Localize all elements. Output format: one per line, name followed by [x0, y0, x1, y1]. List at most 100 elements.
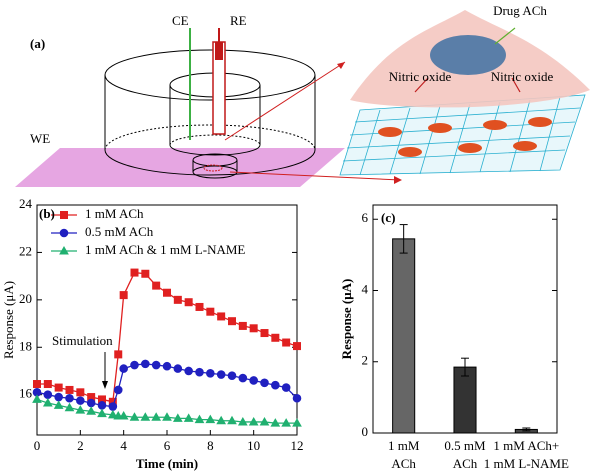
marker: [184, 298, 193, 307]
x-axis-label: Time (min): [136, 456, 198, 471]
marker: [86, 406, 97, 415]
marker: [162, 361, 172, 371]
marker: [237, 416, 248, 426]
x-tick-label: 6: [164, 438, 171, 453]
marker: [108, 402, 118, 411]
marker: [217, 312, 226, 321]
marker: [227, 415, 237, 425]
y-tick-label: 22: [19, 243, 32, 258]
annotation: Stimulation: [52, 333, 113, 348]
arrow-head: [394, 176, 402, 184]
marker: [43, 390, 53, 399]
marker: [172, 413, 183, 422]
bar: [453, 366, 477, 434]
marker: [119, 364, 128, 373]
arrows: [414, 27, 521, 93]
marker: [205, 414, 216, 424]
legend-marker: [60, 211, 68, 219]
inner-cylinder-bottom: [169, 144, 261, 156]
marker: [141, 269, 150, 278]
marker: [260, 378, 269, 388]
y-tick-label: 24: [19, 196, 33, 211]
marker: [42, 397, 53, 407]
marker: [43, 380, 52, 389]
marker: [271, 333, 280, 342]
marker: [292, 393, 302, 403]
marker: [119, 291, 128, 300]
marker: [140, 412, 151, 421]
marker: [54, 383, 63, 392]
x-tick-label: ACh: [453, 456, 478, 471]
x-tick-label: 2: [77, 438, 84, 453]
marker: [183, 413, 194, 422]
marker: [64, 402, 75, 412]
marker: [249, 376, 258, 385]
marker: [206, 369, 215, 378]
marker: [32, 394, 42, 403]
marker: [293, 342, 301, 351]
outer-cylinder-bottom: [104, 149, 316, 176]
marker: [281, 418, 292, 427]
marker: [194, 414, 205, 424]
y-axis-label: Response (μA): [339, 279, 354, 360]
x-tick-label: ACh: [391, 456, 416, 471]
y-tick-label: 2: [362, 353, 369, 368]
marker: [151, 412, 162, 421]
x-tick-label: 1 mM ACh+: [493, 438, 559, 453]
marker: [228, 317, 236, 326]
zoom-arrow: [224, 61, 346, 141]
outer-cylinder-back: [104, 124, 316, 151]
marker: [238, 373, 248, 383]
electrode-label: WE: [30, 131, 50, 146]
marker: [163, 288, 171, 297]
marker: [238, 321, 247, 330]
marker: [260, 329, 269, 338]
marker: [162, 412, 172, 421]
x-tick-label: 8: [207, 438, 214, 453]
marker: [173, 364, 183, 373]
electrode-diagram: [15, 28, 402, 187]
marker: [97, 401, 107, 410]
legend-label: 0.5 mM ACh: [85, 224, 154, 239]
marker: [248, 416, 259, 426]
legend-label: 1 mM ACh: [85, 206, 144, 221]
cell-label: Nitric oxide: [389, 69, 452, 84]
plot-frame: [36, 204, 298, 436]
marker: [206, 307, 215, 316]
panel-label: (c): [381, 210, 395, 225]
y-axis-label: Response (μA): [1, 281, 16, 359]
x-tick-label: 1 mM: [388, 438, 420, 453]
arrow-head: [337, 62, 345, 69]
marker: [75, 405, 86, 414]
electrode-label: CE: [172, 13, 189, 28]
legend-marker: [59, 228, 69, 238]
bar: [392, 238, 416, 434]
panel-label: (a): [30, 36, 45, 51]
marker: [184, 366, 193, 376]
y-tick-label: 18: [19, 338, 32, 353]
marker: [195, 302, 204, 311]
reference-electrode-fill: [215, 42, 223, 60]
marker: [249, 324, 258, 333]
x-tick-label: 4: [120, 438, 127, 453]
marker: [97, 408, 107, 418]
marker: [151, 360, 161, 370]
marker: [216, 370, 226, 379]
receptors: [378, 117, 552, 157]
y-tick-label: 0: [362, 424, 369, 439]
marker: [118, 411, 129, 420]
marker: [113, 385, 123, 395]
marker: [76, 396, 85, 405]
marker: [292, 418, 302, 427]
y-tick-label: 20: [19, 291, 32, 306]
electrode-label: RE: [230, 13, 247, 28]
marker: [76, 388, 85, 397]
marker: [281, 383, 291, 392]
cell-label: Nitric oxide: [491, 69, 554, 84]
marker: [130, 360, 139, 370]
marker: [227, 371, 237, 381]
cell-illustration: [339, 10, 590, 176]
y-tick-label: 4: [362, 281, 369, 296]
marker: [114, 350, 123, 359]
